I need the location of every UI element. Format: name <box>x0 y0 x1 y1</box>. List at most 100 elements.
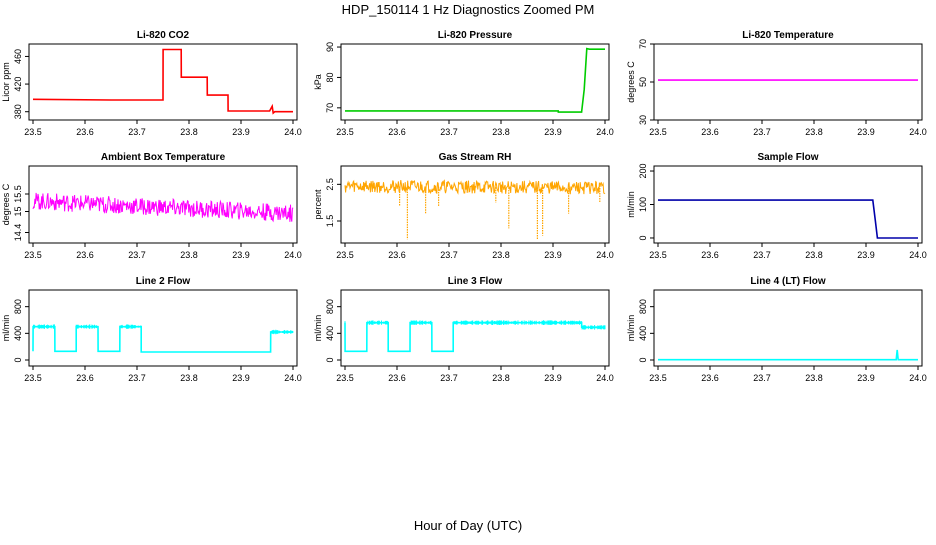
y-tick-label: 15 <box>13 206 23 216</box>
plot-frame <box>340 165 610 244</box>
y-tick-label: 30 <box>638 115 648 125</box>
x-tick-label: 23.5 <box>24 250 42 260</box>
y-axis-label: ml/min <box>626 191 636 218</box>
x-tick-label: 23.7 <box>440 127 458 137</box>
y-tick-label: 200 <box>638 164 648 179</box>
y-tick-label: 0 <box>638 357 648 362</box>
x-tick-label: 23.5 <box>24 373 42 383</box>
plot-frame <box>28 165 298 244</box>
x-tick-label: 23.8 <box>180 250 198 260</box>
y-tick-label: 70 <box>638 39 648 49</box>
y-tick-label: 0 <box>638 235 648 240</box>
x-tick-label: 23.5 <box>336 127 354 137</box>
series-line <box>344 179 606 195</box>
y-tick-label: 80 <box>325 72 335 82</box>
x-tick-label: 23.5 <box>649 373 667 383</box>
panel-title: Li-820 CO2 <box>137 30 190 41</box>
x-tick-label: 24.0 <box>596 127 614 137</box>
x-tick-label: 23.9 <box>857 127 875 137</box>
chart-panel: Ambient Box Temperature degrees C 23.5 23.6… <box>1 152 302 260</box>
series-line <box>32 48 293 115</box>
x-tick-label: 23.7 <box>753 127 771 137</box>
x-tick-label: 23.8 <box>492 250 510 260</box>
panel-title: Gas Stream RH <box>439 152 512 163</box>
x-tick-label: 23.8 <box>180 373 198 383</box>
y-tick-label: 2.5 <box>325 178 335 191</box>
x-tick-label: 24.0 <box>596 250 614 260</box>
chart-panel: Line 4 (LT) Flow ml/min 23.5 23.6 23.7 23.8 23… <box>626 276 927 383</box>
series-line <box>658 349 918 361</box>
x-tick-label: 23.5 <box>336 250 354 260</box>
series-line <box>658 199 918 239</box>
panel-title: Line 4 (LT) Flow <box>750 276 826 287</box>
x-tick-label: 24.0 <box>596 373 614 383</box>
y-tick-label: 0 <box>13 357 23 362</box>
chart-panel: Sample Flow ml/min 23.5 23.6 23.7 23.8 23.9 24.… <box>626 152 927 260</box>
x-tick-label: 24.0 <box>284 373 302 383</box>
series-line <box>32 192 294 223</box>
series-line <box>32 325 293 353</box>
panel-title: Line 3 Flow <box>448 276 503 287</box>
x-tick-label: 23.7 <box>440 373 458 383</box>
x-tick-label: 23.6 <box>388 250 406 260</box>
x-tick-label: 23.7 <box>440 250 458 260</box>
y-tick-label: 380 <box>13 104 23 119</box>
series-line <box>344 321 605 353</box>
chart-panel: Li-820 Temperature degrees C 23.5 23.6 23.7 2… <box>626 30 927 137</box>
chart-panel: Line 3 Flow ml/min 23.5 23.6 23.7 23.8 23.9 24.… <box>313 276 614 383</box>
x-tick-label: 23.9 <box>232 127 250 137</box>
x-tick-label: 23.8 <box>805 373 823 383</box>
x-tick-label: 23.5 <box>24 127 42 137</box>
x-tick-label: 24.0 <box>909 127 927 137</box>
plot-frame <box>653 165 923 244</box>
y-axis-label: ml/min <box>626 315 636 342</box>
series-noise <box>33 324 294 335</box>
y-tick-label: 1.5 <box>325 215 335 228</box>
y-tick-label: 15.5 <box>13 185 23 203</box>
x-tick-label: 23.9 <box>544 127 562 137</box>
x-tick-label: 23.9 <box>857 373 875 383</box>
y-tick-label: 460 <box>13 49 23 64</box>
series-noise <box>344 320 606 330</box>
panel-title: Li-820 Temperature <box>742 30 834 41</box>
chart-panel: Li-820 Pressure kPa 23.5 23.6 23.7 23.8 23.9 24… <box>313 30 614 137</box>
plot-frame <box>28 43 298 121</box>
x-tick-label: 23.7 <box>128 373 146 383</box>
panel-title: Li-820 Pressure <box>438 30 513 41</box>
x-tick-label: 23.7 <box>128 250 146 260</box>
x-tick-label: 23.6 <box>701 373 719 383</box>
x-tick-label: 23.5 <box>649 250 667 260</box>
y-tick-label: 0 <box>325 357 335 362</box>
y-axis-label: Licor ppm <box>1 62 11 102</box>
y-tick-label: 400 <box>638 326 648 341</box>
panel-title: Line 2 Flow <box>136 276 191 287</box>
y-tick-label: 800 <box>13 299 23 314</box>
page-title: HDP_150114 1 Hz Diagnostics Zoomed PM <box>341 2 595 17</box>
x-tick-label: 23.6 <box>388 127 406 137</box>
panel-title: Ambient Box Temperature <box>101 152 226 163</box>
y-tick-label: 800 <box>638 299 648 314</box>
x-tick-label: 23.7 <box>128 127 146 137</box>
panel-title: Sample Flow <box>757 152 818 163</box>
x-tick-label: 23.6 <box>76 250 94 260</box>
x-tick-label: 24.0 <box>909 250 927 260</box>
chart-panel: Li-820 CO2 Licor ppm 23.5 23.6 23.7 23.8 23.9 2… <box>1 30 302 137</box>
x-axis-title: Hour of Day (UTC) <box>413 518 523 533</box>
y-tick-label: 800 <box>325 299 335 314</box>
y-tick-label: 70 <box>325 103 335 113</box>
x-tick-label: 23.6 <box>701 127 719 137</box>
chart-panel: Gas Stream RH percent 23.5 23.6 23.7 23.8 23.9… <box>313 152 614 260</box>
plot-frame <box>340 43 610 121</box>
x-tick-label: 24.0 <box>284 127 302 137</box>
y-axis-label: degrees C <box>1 183 11 225</box>
x-tick-label: 23.7 <box>753 373 771 383</box>
x-tick-label: 23.8 <box>805 127 823 137</box>
y-tick-label: 400 <box>13 326 23 341</box>
y-tick-label: 50 <box>638 77 648 87</box>
x-tick-label: 23.9 <box>232 373 250 383</box>
x-tick-label: 23.9 <box>544 250 562 260</box>
plot-frame <box>653 289 923 367</box>
x-tick-label: 23.8 <box>492 373 510 383</box>
